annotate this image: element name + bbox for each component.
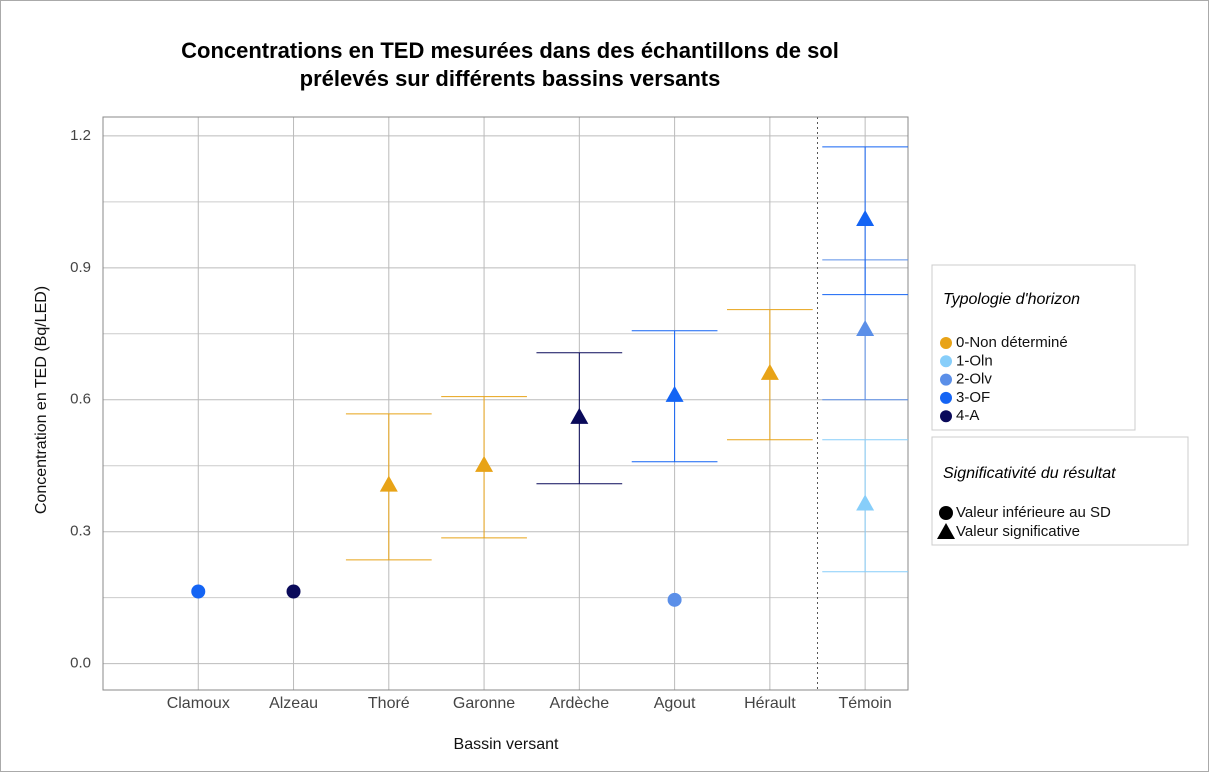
point [856, 494, 875, 511]
x-tick-label: Alzeau [269, 695, 318, 712]
point [379, 475, 398, 492]
x-axis-label: Bassin versant [454, 736, 559, 753]
x-tick-label: Agout [654, 695, 696, 712]
point [856, 319, 875, 336]
y-tick-label: 0.6 [70, 391, 91, 408]
legend-title: Significativité du résultat [943, 465, 1116, 482]
point [667, 592, 682, 607]
plot-border [102, 116, 909, 691]
legend-label: Valeur significative [956, 523, 1080, 540]
legend-swatch [940, 373, 952, 386]
y-axis-label: Concentration en TED (Bq/LED) [33, 286, 50, 514]
x-tick-label: Ardèche [550, 695, 610, 712]
legend-label: Valeur inférieure au SD [956, 504, 1111, 521]
legend-label: 0-Non déterminé [956, 334, 1068, 351]
chart-title: prélevés sur différents bassins versants [300, 66, 721, 91]
y-tick-label: 0.0 [70, 655, 91, 672]
legend-swatch [940, 337, 952, 349]
legend-swatch [939, 506, 953, 520]
point [856, 210, 875, 227]
y-tick-label: 0.3 [70, 523, 91, 540]
legend-label: 3-OF [956, 389, 990, 406]
point [286, 584, 301, 599]
legend-swatch [940, 410, 952, 423]
x-tick-label: Témoin [838, 695, 891, 712]
legend-swatch [937, 523, 955, 539]
legend-label: 1-Oln [956, 352, 993, 369]
chart-title: Concentrations en TED mesurées dans des … [181, 38, 839, 63]
legend-box [931, 436, 1189, 546]
x-tick-label: Hérault [744, 695, 796, 712]
x-tick-label: Thoré [368, 695, 410, 712]
legend-title: Typologie d'horizon [943, 291, 1080, 308]
x-tick-label: Garonne [453, 695, 515, 712]
legend-box [931, 264, 1136, 431]
legend-label: 2-Olv [956, 371, 992, 388]
point [191, 584, 206, 599]
point [665, 385, 684, 402]
y-tick-label: 0.9 [70, 259, 91, 276]
point [475, 455, 494, 472]
legend-label: 4-A [956, 407, 979, 424]
legend-swatch [940, 355, 952, 368]
legend-swatch [940, 391, 952, 404]
point [570, 407, 589, 424]
x-tick-label: Clamoux [167, 695, 230, 712]
point [760, 363, 779, 380]
y-tick-label: 1.2 [70, 127, 91, 144]
